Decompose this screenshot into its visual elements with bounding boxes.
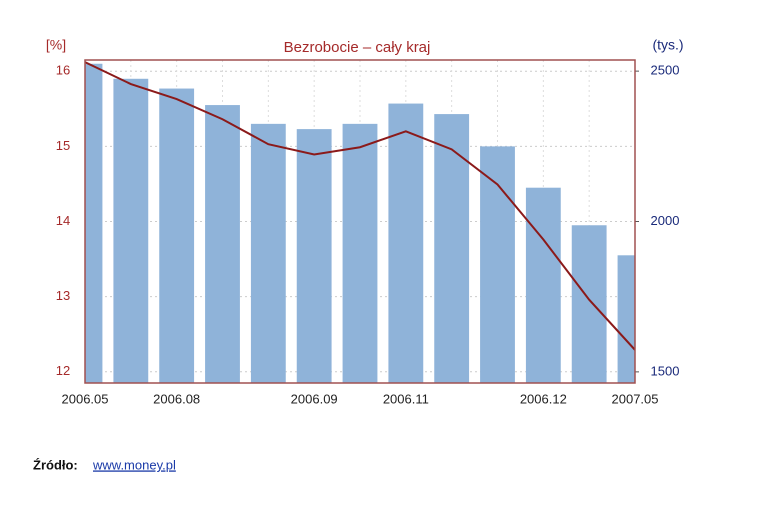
bar (342, 123, 378, 383)
y2-tick-label: 2500 (651, 63, 680, 78)
bar (296, 129, 332, 383)
source-link[interactable]: www.money.pl (92, 457, 176, 472)
plot-frame (84, 59, 636, 384)
y-tick-label: 16 (56, 63, 70, 78)
bar (205, 105, 240, 383)
y-tick-label: 14 (56, 213, 70, 228)
chart-title: Bezrobocie – cały kraj (284, 39, 431, 56)
x-tick-label: 2006.05 (62, 391, 109, 406)
x-tick-label: 2006.09 (291, 391, 338, 406)
bar (434, 114, 470, 383)
y-tick-label: 15 (56, 138, 70, 153)
bar (480, 146, 515, 383)
line (85, 61, 635, 351)
y2-tick-label: 1500 (651, 363, 680, 378)
y-tick-label: 13 (56, 288, 70, 303)
bar (617, 255, 635, 383)
bar (571, 225, 607, 383)
x-tick-label: 2006.08 (153, 391, 200, 406)
y-tick-label: 12 (56, 363, 70, 378)
bar (113, 78, 149, 383)
bar (250, 123, 286, 383)
bar (525, 187, 561, 383)
y2-tick-label: 2000 (651, 213, 680, 228)
plot-area (85, 60, 635, 383)
x-tick-label: 2007.05 (612, 391, 659, 406)
x-tick-label: 2006.12 (520, 391, 567, 406)
source-label: Źródło: (33, 457, 78, 472)
bar (388, 103, 424, 383)
y-axis-label: [%] (46, 37, 66, 53)
x-tick-label: 2006.11 (383, 391, 429, 406)
bar (85, 63, 103, 383)
y2-axis-label: (tys.) (652, 37, 683, 53)
bar (159, 88, 195, 383)
